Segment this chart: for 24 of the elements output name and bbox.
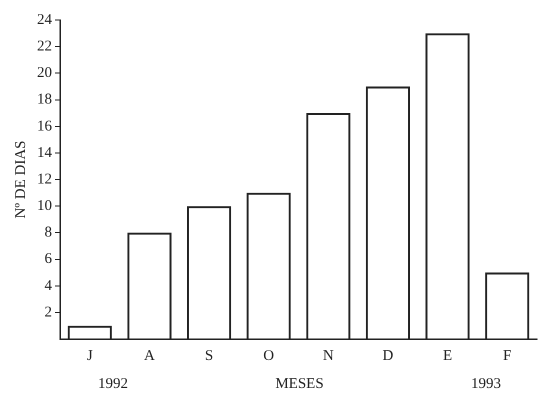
- x-tick-label: F: [503, 348, 512, 364]
- x-tick-label: S: [204, 348, 214, 364]
- x-tick-label: O: [263, 348, 274, 364]
- y-tick-label: 20: [37, 65, 52, 82]
- y-tick-label: 14: [37, 144, 52, 161]
- text: 1992: [98, 376, 128, 393]
- y-tick-label: 8: [44, 224, 52, 241]
- text: 1993: [470, 376, 501, 393]
- x-tick-label: N: [322, 348, 334, 364]
- y-tick-label: 4: [44, 278, 52, 294]
- x-tick-label: A: [144, 348, 156, 364]
- x-tick-label: D: [382, 348, 394, 364]
- y-tick-label: 12: [37, 171, 52, 188]
- y-tick-label: 22: [37, 38, 52, 55]
- x-tick-label: E: [442, 348, 452, 364]
- x-axis-title: MESES: [275, 376, 324, 393]
- y-axis-title: Nº DE DIAS: [12, 140, 29, 218]
- y-tick-label: 2: [44, 304, 52, 320]
- x-tick-label: J: [86, 348, 93, 364]
- y-tick-label: 24: [37, 12, 52, 28]
- y-tick-label: 6: [44, 251, 52, 268]
- y-tick-label: 16: [37, 118, 52, 134]
- y-tick-label: 18: [37, 92, 52, 108]
- y-tick-label: 10: [37, 198, 52, 214]
